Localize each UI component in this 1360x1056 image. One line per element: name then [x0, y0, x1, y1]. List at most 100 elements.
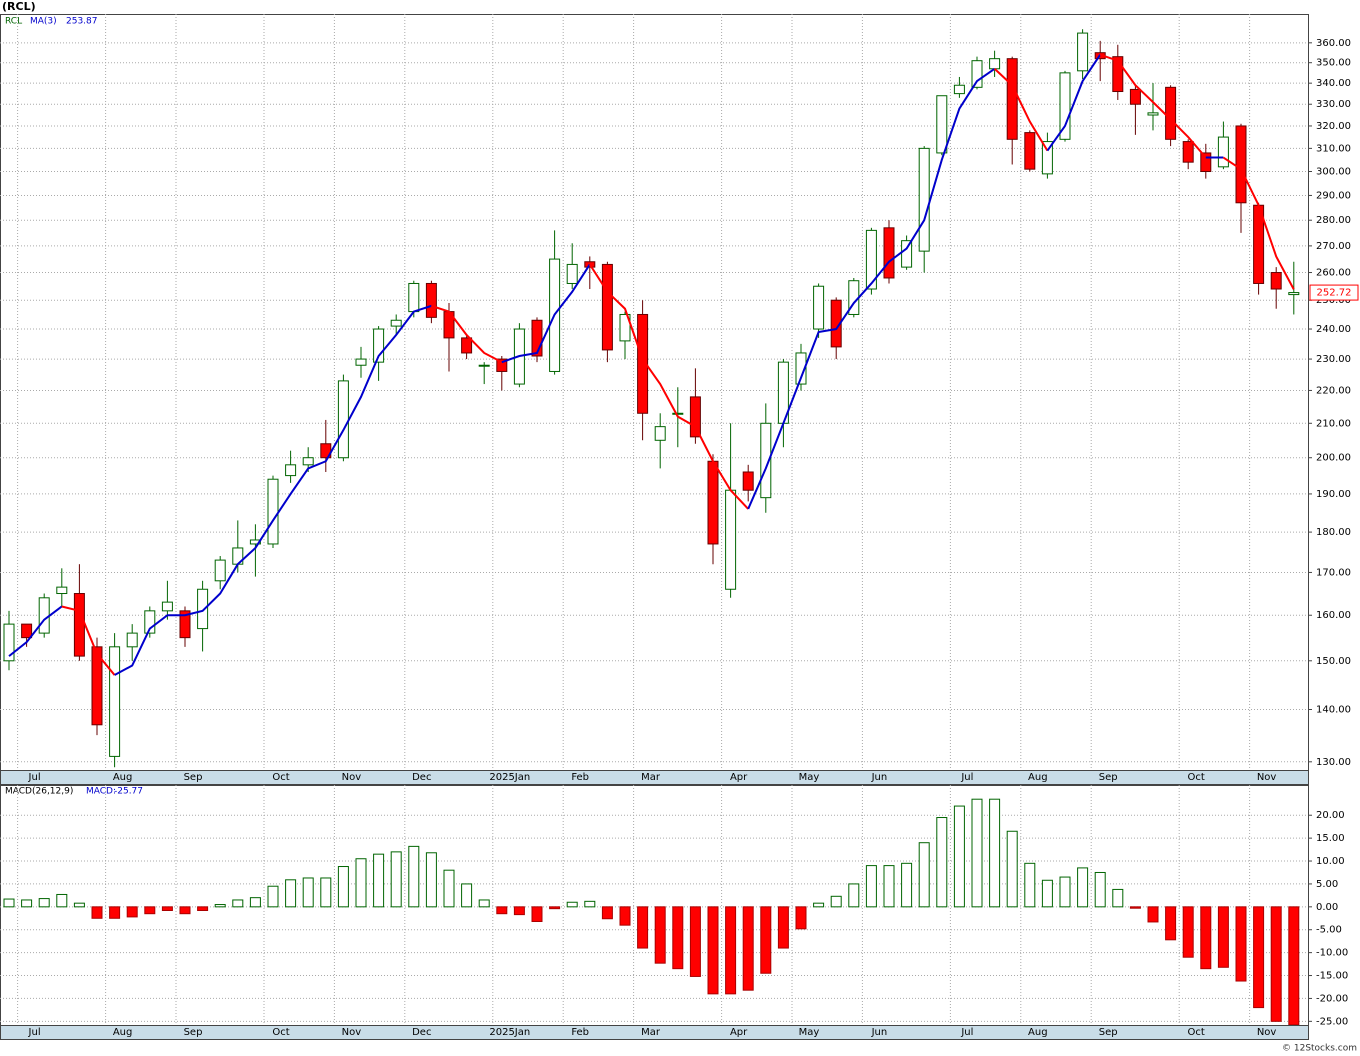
candle-body [1147, 112, 1159, 116]
legend-macd: MACD(26,12,9) [5, 787, 73, 797]
x-tick-label: Jul [28, 772, 41, 783]
macd-bar [1112, 888, 1124, 908]
macd-bar [777, 906, 789, 949]
ma-line [1222, 156, 1295, 290]
macd-bar [91, 906, 103, 919]
ma-line [993, 68, 1049, 152]
x-tick-label: Nov [1257, 772, 1277, 783]
candle-body [91, 646, 103, 726]
x-tick-label: Jul [960, 772, 973, 783]
y-tick-label: 170.00 [1316, 567, 1351, 578]
y-tick-label: -20.00 [1316, 993, 1348, 1004]
macd-bar [689, 906, 701, 977]
x-tick-label: Mar [641, 1027, 661, 1038]
x-tick-label: Aug [1028, 1027, 1048, 1038]
x-tick-label: Oct [272, 1027, 289, 1038]
macd-bar [742, 906, 754, 991]
y-tick-label: 340.00 [1316, 78, 1351, 89]
x-tick-label: Apr [730, 772, 748, 783]
macd-bar [197, 906, 209, 911]
x-tick-label: Jun [871, 1027, 888, 1038]
axes: 130.00 140.00 150.00 160.00 170.00 180.00 190.… [28, 38, 1359, 1038]
candle-body [1182, 141, 1194, 163]
candle-body [109, 646, 121, 757]
x-tick-label: Aug [1028, 772, 1048, 783]
x-tick-label: Apr [730, 1027, 748, 1038]
y-tick-label: 320.00 [1316, 121, 1351, 132]
x-tick-label: Sep [1099, 772, 1118, 783]
legend-ma-value: 253.87 [66, 17, 98, 27]
candle-body [214, 559, 226, 582]
y-tick-label: 230.00 [1316, 354, 1351, 365]
candle-body [883, 227, 895, 279]
candle-body [3, 623, 15, 662]
x-tick-label: May [799, 1027, 820, 1038]
y-tick-label: 290.00 [1316, 190, 1351, 201]
candle-body [918, 147, 930, 252]
macd-bar [795, 906, 807, 930]
x-tick-label: Dec [412, 772, 431, 783]
macd-bar [3, 898, 15, 908]
macd-bar [373, 853, 385, 908]
candle-body [302, 457, 314, 466]
legend-macd-label: MACD: [86, 787, 116, 797]
x-tick-label: Sep [184, 1027, 203, 1038]
macd-bar [1077, 867, 1089, 908]
macd-bar [496, 906, 508, 915]
x-tick-label: Jul [28, 1027, 41, 1038]
ma-line [588, 263, 749, 510]
candle-body [989, 58, 1001, 70]
macd-bar [918, 842, 930, 908]
macd-bar [232, 899, 244, 908]
macd-bar [214, 904, 226, 908]
candle-body [38, 597, 50, 634]
macd-bar [1182, 906, 1194, 958]
candle-body [161, 601, 173, 612]
x-tick-label: Oct [1188, 1027, 1205, 1038]
y-tick-label: 130.00 [1316, 757, 1351, 768]
ma-line [61, 605, 116, 676]
macd-bar [953, 805, 965, 908]
candle-body [1112, 56, 1124, 93]
macd-bar [126, 906, 138, 918]
candle-body [337, 380, 349, 459]
macd-bar [1006, 830, 1018, 908]
macd-bar [285, 879, 297, 908]
candle-body [1200, 152, 1212, 173]
macd-bar [549, 906, 561, 910]
last-price-badge [1309, 284, 1359, 301]
macd-bar [1129, 906, 1141, 909]
candle-body [390, 319, 402, 327]
x-tick-label: Nov [1257, 1027, 1277, 1038]
footer: © 12Stocks.com [1282, 1044, 1357, 1054]
macd-bar [584, 900, 596, 908]
macd-bar [848, 883, 860, 908]
macd-bar [443, 869, 455, 908]
y-tick-label: 270.00 [1316, 241, 1351, 252]
candle-body [126, 632, 138, 648]
y-tick-label: 260.00 [1316, 268, 1351, 279]
candle-body [21, 623, 33, 639]
x-tick-label: Aug [113, 1027, 133, 1038]
candle-body [1129, 88, 1141, 105]
y-tick-label: 280.00 [1316, 215, 1351, 226]
ma-line [1099, 53, 1207, 159]
macd-bar [865, 865, 877, 908]
y-tick-label: 180.00 [1316, 527, 1351, 538]
macd-bar [1253, 906, 1265, 1009]
y-tick-label: 200.00 [1316, 453, 1351, 464]
y-tick-label: -15.00 [1316, 971, 1348, 982]
macd-bar [249, 897, 261, 908]
y-tick-label: 220.00 [1316, 385, 1351, 396]
candle-body [1217, 136, 1229, 168]
macd-bar [725, 906, 737, 995]
macd-bar [830, 895, 842, 908]
y-tick-label: 250.00 [1316, 295, 1351, 306]
y-tick-label: 360.00 [1316, 38, 1351, 49]
y-tick-label: 310.00 [1316, 143, 1351, 154]
candle-body [1006, 58, 1018, 140]
y-tick-label: -5.00 [1316, 925, 1342, 936]
macd-bar [566, 901, 578, 908]
x-tick-label: Nov [342, 1027, 362, 1038]
candle-body [936, 95, 948, 154]
